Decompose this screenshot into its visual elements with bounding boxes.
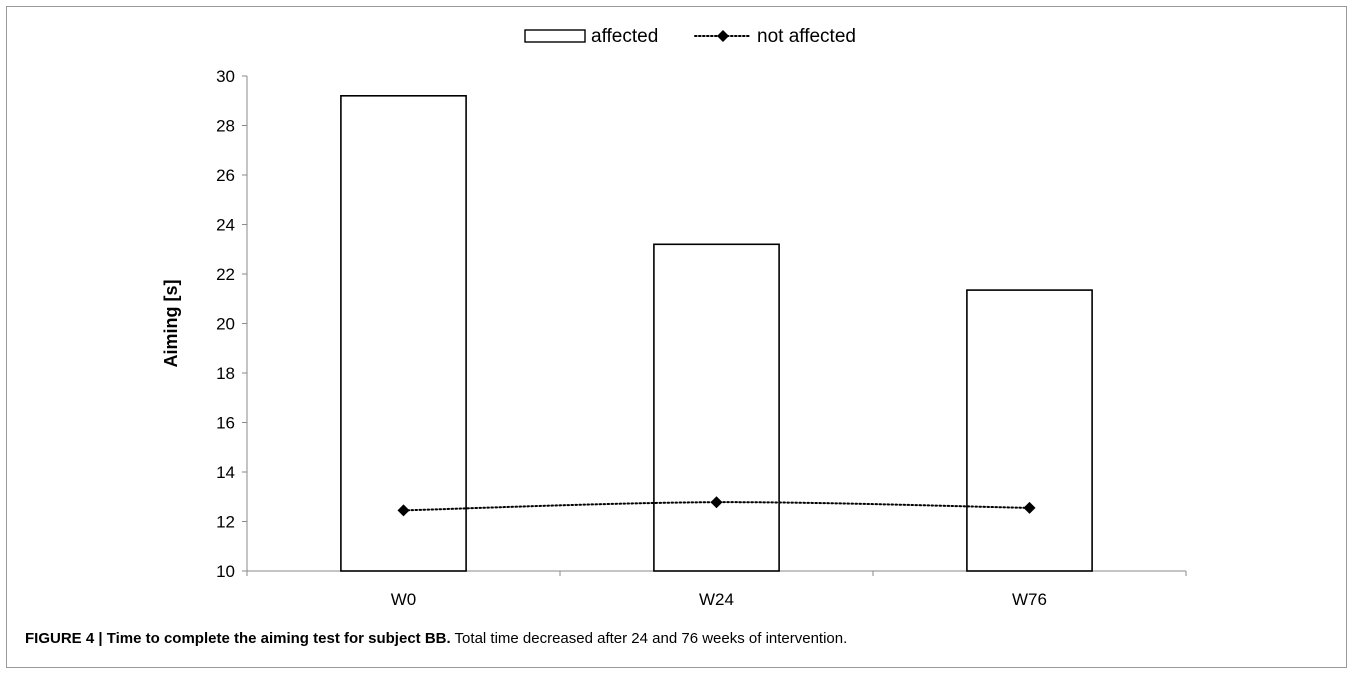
point-w0 (397, 504, 410, 517)
bar-w0 (340, 95, 467, 572)
y-tick-label: 26 (216, 166, 235, 185)
y-tick-label: 10 (216, 562, 235, 581)
y-tick-label: 30 (216, 67, 235, 86)
y-tick-label: 14 (216, 463, 235, 482)
y-tick-label: 18 (216, 364, 235, 383)
y-tick-label: 12 (216, 513, 235, 532)
bar-w76 (966, 289, 1093, 572)
chart: affected not affected 10 12 14 16 18 20 22 24 26 2… (161, 26, 1187, 609)
point-w24 (710, 496, 723, 509)
legend-swatch-affected (524, 29, 586, 43)
legend-label-not-affected: not affected (757, 26, 856, 47)
figure-caption: FIGURE 4 | Time to complete the aiming t… (25, 629, 1345, 649)
legend-label-affected: affected (591, 26, 658, 47)
y-tick-label: 20 (216, 315, 235, 334)
x-tick-label: W24 (699, 590, 734, 609)
line-series (397, 496, 1036, 517)
legend: affected not affected (524, 26, 856, 47)
figure-frame: affected not affected 10 12 14 16 18 20 22 24 26 2… (6, 6, 1347, 668)
bar-w24 (653, 243, 780, 572)
caption-text: Total time decreased after 24 and 76 wee… (450, 630, 848, 647)
y-axis-label: Aiming [s] (161, 280, 181, 368)
y-tick-label: 24 (216, 216, 235, 235)
y-tick-label: 16 (216, 414, 235, 433)
caption-figure-label: FIGURE 4 | Time to complete the aiming t… (25, 630, 451, 647)
y-tick-label: 22 (216, 265, 235, 284)
y-tick-label: 28 (216, 117, 235, 136)
x-tick-label: W0 (391, 590, 417, 609)
point-w76 (1023, 501, 1036, 514)
bars (340, 95, 1093, 572)
x-tick-label: W76 (1012, 590, 1047, 609)
legend-swatch-diamond (717, 30, 729, 42)
